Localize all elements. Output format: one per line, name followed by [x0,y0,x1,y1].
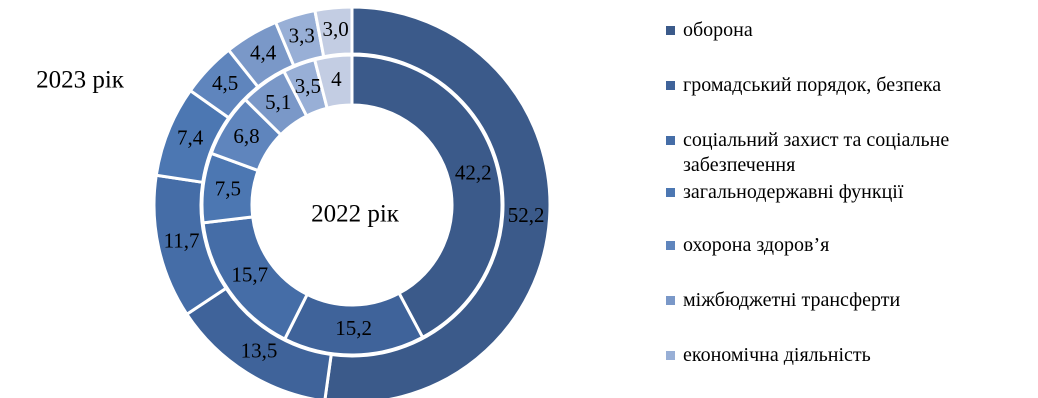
data-label: 4 [331,67,342,91]
ring-segment [312,53,354,110]
legend-marker [666,296,675,305]
legend-item: охорона здоров’я [666,233,1038,258]
legend-marker [666,136,675,145]
legend-item: оборона [666,18,1038,43]
legend-label: міжбюджетні трансферти [683,289,901,311]
legend-label: громадський порядок, безпека [683,74,942,96]
data-label: 6,8 [233,124,259,148]
chart: 2023 рік 2022 рік 52,2 13,5 11,7 7,4 4,5 4,4 3… [36,5,552,398]
outer-ring-label: 2023 рік [36,67,125,94]
data-label: 42,2 [455,160,492,184]
data-label: 15,2 [335,316,372,340]
legend-marker [666,81,675,90]
data-label: 13,5 [241,338,278,362]
inner-ring-label: 2022 рік [311,201,400,228]
data-label: 3,5 [295,74,321,98]
data-label: 52,2 [508,203,545,227]
data-label: 3,0 [322,17,348,41]
legend-item: загальнодержавні функції [666,180,1038,205]
legend-item: економічна діяльність [666,343,1038,368]
legend-marker [666,26,675,35]
legend-label: загальнодержавні функції [683,181,904,203]
legend-item: соціальний захист та соціальне забезпече… [666,128,1038,178]
ring-segment [350,53,504,340]
data-label: 15,7 [231,263,268,287]
data-label: 11,7 [164,228,200,252]
legend-label: соціальний захист та соціальне забезпече… [683,129,950,176]
data-label: 7,4 [177,126,204,150]
legend-label: оборона [683,19,753,41]
legend-marker [666,241,675,250]
legend-item: міжбюджетні трансферти [666,288,1038,313]
legend-item: громадський порядок, безпека [666,73,1038,98]
legend-label: економічна діяльність [683,344,871,366]
data-label: 4,5 [212,71,238,95]
data-label: 5,1 [265,90,291,114]
data-label: 7,5 [215,176,241,200]
data-label: 3,3 [289,24,315,48]
legend-marker [666,188,675,197]
data-label: 4,4 [250,41,277,65]
legend-marker [666,351,675,360]
legend-label: охорона здоров’я [683,234,830,256]
